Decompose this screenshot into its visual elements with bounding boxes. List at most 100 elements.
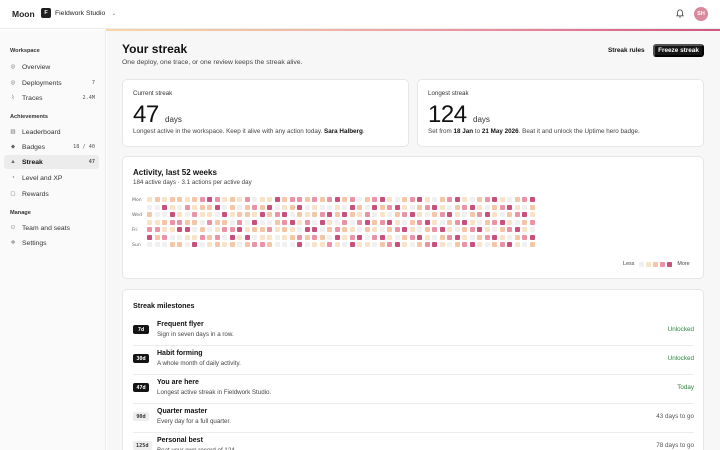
- heatmap-cell: [207, 212, 212, 217]
- heatmap-cell: [409, 234, 415, 240]
- milestone-badge: 125d: [133, 441, 152, 450]
- milestone-row[interactable]: 7d Frequent flyer Sign in seven days in a …: [133, 317, 694, 346]
- heatmap-cell: [244, 212, 250, 217]
- heatmap-cell: [304, 212, 310, 217]
- heatmap-cell: [229, 234, 235, 240]
- heatmap-cell: [214, 197, 220, 202]
- heatmap-cell: [499, 234, 505, 240]
- heatmap-cell: [372, 234, 377, 240]
- org-name: Fieldwork Studio: [55, 9, 106, 17]
- bell-icon[interactable]: [676, 9, 684, 18]
- heatmap-cell: [454, 197, 460, 202]
- milestone-row[interactable]: 125d Personal best Beat your own record of…: [133, 433, 694, 450]
- heatmap-cell: [237, 219, 242, 225]
- sidebar-item-team-and-seats[interactable]: ⚇ Team and seats: [4, 221, 99, 235]
- heatmap-cell: [432, 197, 437, 202]
- heatmap-cell: [342, 234, 347, 240]
- heatmap-cell: [394, 227, 400, 232]
- legend-swatch: [653, 261, 659, 267]
- heatmap-cell: [454, 234, 460, 240]
- milestone-row[interactable]: 90d Quarter master Every day for a full qu…: [133, 404, 694, 433]
- milestones-card: Streak milestones 7d Frequent flyer Sign i…: [122, 289, 704, 450]
- note-suffix: .: [362, 128, 365, 135]
- heatmap-cell: [409, 212, 415, 217]
- heatmap-cell: [394, 197, 400, 202]
- streak-rules-button[interactable]: Streak rules: [602, 44, 651, 57]
- legend-more: More: [677, 261, 690, 267]
- sidebar-item-traces[interactable]: ⌇ Traces 2.4M: [4, 91, 99, 105]
- heatmap-cell: [244, 242, 250, 247]
- heatmap-cell: [432, 212, 437, 217]
- circle-icon: ◎: [10, 64, 16, 70]
- heatmap-cell: [259, 204, 265, 210]
- note-to: 21 May 2026: [481, 128, 519, 135]
- milestone-status: Today: [677, 384, 694, 391]
- gift-icon: ▢: [10, 191, 16, 197]
- heatmap-cell: [514, 219, 520, 225]
- sidebar-item-overview[interactable]: ◎ Overview: [4, 60, 99, 74]
- heatmap-cell: [289, 227, 295, 232]
- heatmap-cell: [522, 212, 527, 217]
- sidebar-item-level-and-xp[interactable]: ◔ Level and XP: [4, 171, 99, 185]
- heatmap-cell: [439, 242, 445, 247]
- heatmap-cell: [289, 242, 295, 247]
- heatmap-cell: [229, 219, 235, 225]
- heatmap-cell: [342, 197, 347, 202]
- sidebar-item-badges[interactable]: ◆ Badges 18 / 40: [4, 140, 99, 154]
- heatmap-cell: [199, 242, 205, 247]
- legend-swatch: [646, 261, 652, 267]
- trace-icon: ⌇: [11, 95, 15, 101]
- freeze-streak-button[interactable]: Freeze streak: [653, 44, 704, 57]
- milestone-row[interactable]: 30d Habit forming A whole month of daily a…: [133, 346, 694, 375]
- heatmap-cell: [162, 197, 167, 202]
- org-switcher[interactable]: F Fieldwork Studio ⌄: [41, 8, 116, 18]
- heatmap-cell: [529, 204, 535, 210]
- heatmap-cell: [394, 212, 400, 217]
- day-label-wed: Wed: [132, 213, 143, 218]
- heatmap-cell: [372, 212, 377, 217]
- heatmap-cell: [222, 204, 227, 210]
- heatmap-cell: [222, 219, 227, 225]
- heatmap-cell: [424, 242, 430, 247]
- heatmap-cell: [514, 242, 520, 247]
- sidebar-group-workspace: Workspace: [10, 48, 40, 54]
- activity-subtitle: 184 active days · 3.1 actions per active…: [133, 179, 252, 186]
- heatmap-cell: [229, 242, 235, 247]
- app-name[interactable]: Moon: [12, 9, 35, 19]
- heatmap-cell: [214, 204, 220, 210]
- heatmap-cell: [514, 212, 520, 217]
- chart-icon: ▥: [10, 129, 16, 135]
- sidebar-item-leaderboard[interactable]: ▥ Leaderboard: [4, 125, 99, 139]
- heatmap-cell: [342, 242, 347, 247]
- milestone-row[interactable]: 47d You are here Longest active streak in …: [133, 375, 694, 404]
- heatmap-cell: [229, 197, 235, 202]
- heatmap-cell: [499, 242, 505, 247]
- sidebar-item-rewards[interactable]: ▢ Rewards: [4, 187, 99, 201]
- heatmap-cell: [312, 204, 317, 210]
- heatmap-cell: [312, 212, 317, 217]
- heatmap-cell: [319, 234, 325, 240]
- day-label-fri: Fri: [132, 228, 138, 233]
- heatmap-cell: [177, 242, 182, 247]
- heatmap-cell: [334, 204, 340, 210]
- heatmap-cell: [454, 227, 460, 232]
- avatar[interactable]: SH: [694, 7, 708, 21]
- heatmap-cell: [177, 197, 182, 202]
- note-from: 18 Jan: [453, 128, 474, 135]
- milestone-name: Frequent flyer: [157, 321, 204, 328]
- sidebar-item-streak[interactable]: ▲ Streak 47: [4, 155, 99, 169]
- heatmap-cell: [244, 197, 250, 202]
- heatmap-cell: [499, 219, 505, 225]
- heatmap-cell: [252, 212, 257, 217]
- heatmap-cell: [327, 227, 332, 232]
- current-streak-note: Longest active in the workspace. Keep it…: [133, 128, 365, 135]
- team-icon: ⚇: [10, 225, 16, 231]
- heatmap-cell: [417, 234, 422, 240]
- sidebar-item-deployments[interactable]: ◎ Deployments 7: [4, 76, 99, 90]
- heatmap-cell: [492, 234, 497, 240]
- heatmap-cell: [259, 219, 265, 225]
- heatmap-cell: [282, 234, 287, 240]
- heatmap-cell: [529, 219, 535, 225]
- heatmap-cell: [169, 197, 175, 202]
- sidebar-item-settings[interactable]: ✲ Settings: [4, 236, 99, 250]
